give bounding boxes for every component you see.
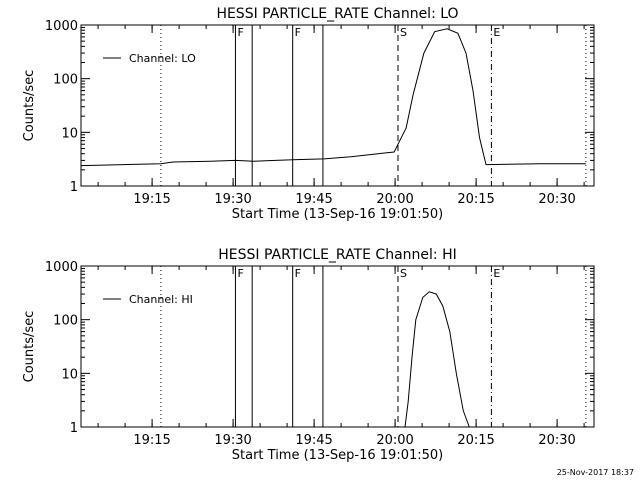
x-tick-label: 19:15 bbox=[133, 433, 170, 448]
event-marker-label: E bbox=[493, 26, 500, 39]
x-tick-label: 20:00 bbox=[376, 192, 413, 207]
event-marker-label: F bbox=[295, 26, 301, 39]
panel-1: HESSI PARTICLE_RATE Channel: LO 1 10 100 100… bbox=[22, 6, 595, 222]
legend-label: Channel: LO bbox=[129, 52, 196, 65]
footer-timestamp: 25-Nov-2017 18:37 bbox=[556, 468, 634, 477]
x-tick-label: 19:30 bbox=[214, 192, 251, 207]
x-tick-label: 20:30 bbox=[538, 192, 575, 207]
y-tick-label: 100 bbox=[53, 73, 78, 88]
event-marker-label: S bbox=[400, 26, 407, 39]
y-tick-label: 10 bbox=[61, 367, 78, 382]
event-marker-label: E bbox=[493, 267, 500, 280]
chart-title: HESSI PARTICLE_RATE Channel: LO bbox=[216, 6, 458, 22]
x-tick-label: 20:15 bbox=[457, 192, 494, 207]
x-tick-label: 19:45 bbox=[295, 433, 332, 448]
plot-frame bbox=[80, 24, 595, 187]
x-tick-label: 19:30 bbox=[214, 433, 251, 448]
x-axis-label: Start Time (13-Sep-16 19:01:50) bbox=[232, 207, 443, 222]
x-tick-label: 20:00 bbox=[376, 433, 413, 448]
y-axis-label: Counts/sec bbox=[22, 311, 37, 383]
panel-2: HESSI PARTICLE_RATE Channel: HI 1 10 100 100… bbox=[22, 247, 595, 463]
x-tick-label: 20:15 bbox=[457, 433, 494, 448]
legend-label: Channel: HI bbox=[129, 293, 193, 306]
y-axis-label: Counts/sec bbox=[22, 70, 37, 142]
x-tick-label: 20:30 bbox=[538, 433, 575, 448]
series-line bbox=[80, 28, 586, 167]
y-tick-label: 10 bbox=[61, 126, 78, 141]
y-tick-label: 100 bbox=[53, 314, 78, 329]
x-tick-label: 19:15 bbox=[133, 192, 170, 207]
y-tick-label: 1000 bbox=[45, 19, 78, 34]
y-tick-label: 1 bbox=[70, 180, 78, 195]
x-axis-label: Start Time (13-Sep-16 19:01:50) bbox=[232, 448, 443, 463]
y-tick-label: 1000 bbox=[45, 260, 78, 275]
event-marker-label: F bbox=[295, 267, 301, 280]
event-marker-label: F bbox=[237, 267, 243, 280]
event-marker-label: S bbox=[400, 267, 407, 280]
plot-frame bbox=[80, 265, 595, 428]
x-tick-label: 19:45 bbox=[295, 192, 332, 207]
chart-title: HESSI PARTICLE_RATE Channel: HI bbox=[218, 247, 456, 263]
y-tick-label: 1 bbox=[70, 421, 78, 436]
series-line bbox=[404, 291, 470, 428]
event-marker-label: F bbox=[237, 26, 243, 39]
